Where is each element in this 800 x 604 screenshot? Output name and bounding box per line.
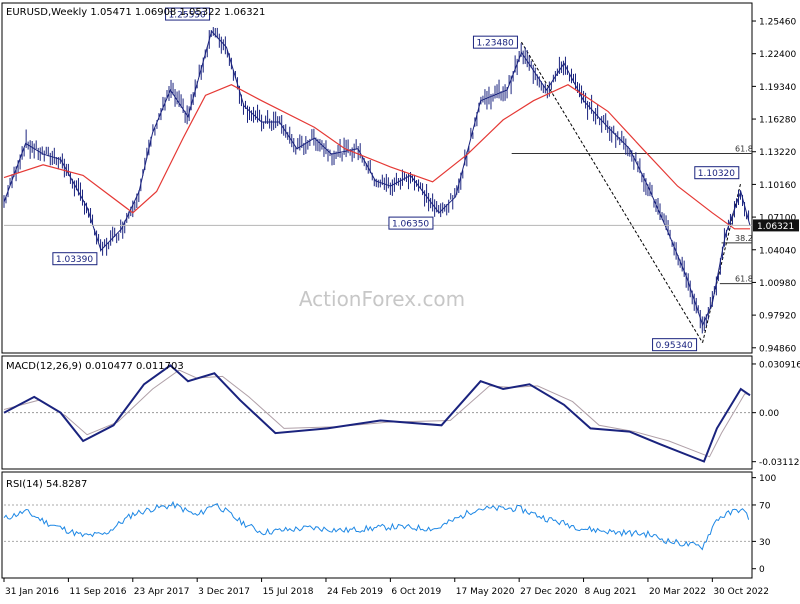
macd-axis-tick-label: -0.031124 [759,458,800,468]
rsi-axis-tick-label: 100 [759,474,776,484]
current-price-box [753,219,799,232]
price-y-axis: 1.25460 1.22400 1.19340 1.16280 1.13220 1.101… [752,18,796,354]
swing-label-text: 1.03390 [56,255,93,265]
swing-label-box [52,252,98,266]
swing-label-text: 1.06350 [392,220,429,230]
macd-panel-header: MACD(12,26,9) 0.010477 0.011703 [6,361,184,372]
price-axis-tick-label: 0.94860 [759,344,796,354]
price-axis-tick-label: 1.00980 [759,279,796,289]
x-axis-tick-label: 20 Mar 2022 [649,587,706,597]
x-axis-tick-label: 17 May 2020 [456,587,515,597]
current-price-label: 1.06321 [757,222,794,232]
rsi-line [3,500,750,551]
rsi-axis-tick-label: 0 [759,565,765,575]
rsi-axis-tick-label: 30 [759,538,771,548]
price-line [3,30,751,327]
swing-label-box [652,338,698,352]
x-axis-tick-label: 6 Oct 2019 [391,587,441,597]
swing-label-box [694,166,740,180]
swing-label-text: 1.25550 [169,11,206,21]
rsi-panel-frame [1,471,753,579]
macd-axis-tick-label: 0.00 [759,409,779,419]
price-axis-tick-label: 0.97920 [759,312,796,322]
fib-level-label: 38.2 [735,234,753,243]
price-axis-tick-label: 1.10160 [759,181,796,191]
swing-labels: 1.25550 1.23480 1.03390 1.06350 1.10320 0.953… [52,7,740,352]
price-axis-tick-label: 1.19340 [759,83,796,93]
x-axis-tick-label: 11 Sep 2016 [69,587,126,597]
x-axis-tick-label: 8 Aug 2021 [585,587,637,597]
x-axis: 31 Jan 2016 11 Sep 2016 23 Apr 2017 3 Dec 2… [3,578,769,597]
swing-label-text: 1.10320 [698,169,735,179]
rsi-panel-header: RSI(14) 54.8287 [6,479,87,490]
x-axis-tick-label: 24 Feb 2019 [327,587,383,597]
x-axis-tick-label: 30 Oct 2022 [713,587,769,597]
x-axis-tick-label: 31 Jan 2016 [5,587,59,597]
macd-line [3,364,751,463]
price-axis-tick-label: 1.13220 [759,148,796,158]
price-axis-tick-label: 1.07100 [759,214,796,224]
price-panel-header: EURUSD,Weekly 1.05471 1.06908 1.05322 1.… [6,7,265,18]
price-panel-frame [1,2,753,354]
swing-label-box [388,216,434,230]
macd-y-axis: 0.030916 0.00 -0.031124 [4,360,800,468]
current-price-marker: 1.06321 [4,219,799,232]
price-axis-tick-label: 1.04040 [759,246,796,256]
rsi-axis-tick-label: 70 [759,501,771,511]
price-axis-tick-label: 1.25460 [759,18,796,28]
x-axis-tick-label: 15 Jul 2018 [263,587,314,597]
price-axis-tick-label: 1.16280 [759,116,796,126]
rsi-y-axis: 100 70 30 0 [4,474,776,575]
x-axis-tick-label: 27 Dec 2020 [520,587,578,597]
fib-level-label: 61.8 [735,145,753,154]
trend-line-down [521,41,703,343]
swing-label-box [472,35,518,49]
swing-label-text: 1.23480 [476,39,513,49]
fib-level-label: 61.8 [735,275,753,284]
moving-average-line [3,84,750,230]
macd-axis-tick-label: 0.030916 [759,360,800,370]
watermark: ActionForex.com [299,287,465,311]
swing-label-box [165,7,211,21]
swing-label-text: 0.95340 [656,341,693,351]
x-axis-tick-label: 23 Apr 2017 [134,587,190,597]
x-axis-tick-label: 3 Dec 2017 [198,587,250,597]
price-axis-tick-label: 1.22400 [759,50,796,60]
